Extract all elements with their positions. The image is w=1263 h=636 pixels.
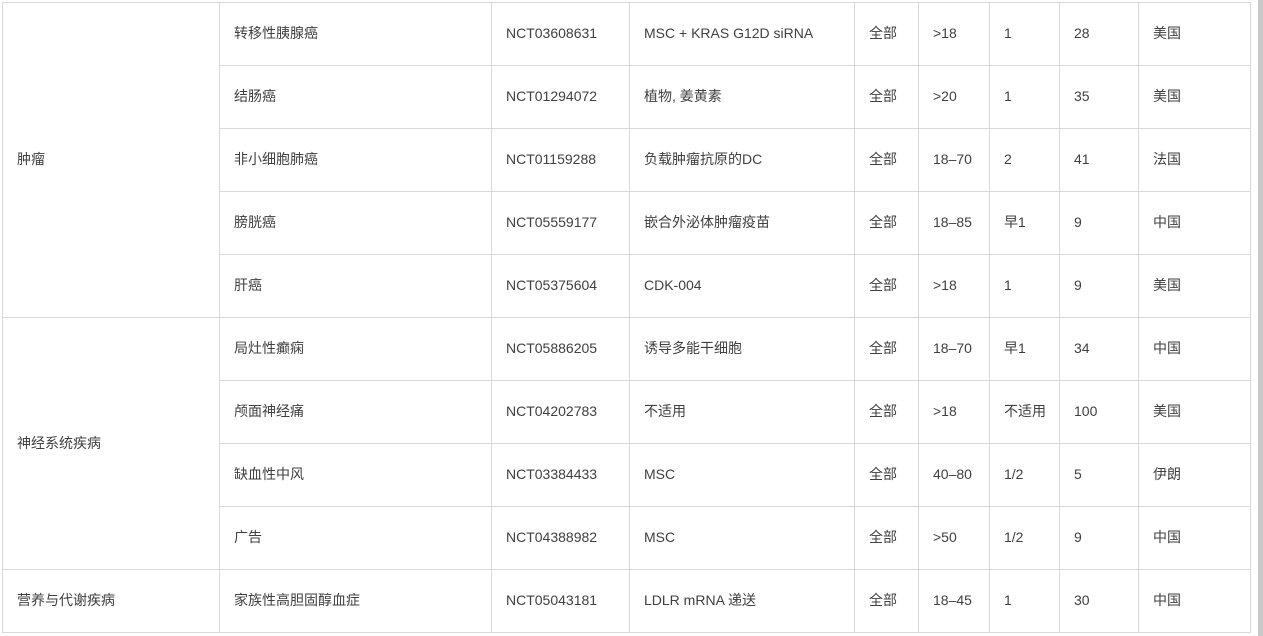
nct-id-cell: NCT04388982 (491, 506, 630, 570)
country-cell: 美国 (1138, 65, 1251, 129)
age-cell: >18 (918, 254, 990, 318)
intervention-cell: MSC (629, 506, 855, 570)
enrollment-cell: 35 (1059, 65, 1139, 129)
nct-id-cell: NCT03608631 (491, 2, 630, 66)
category-cell: 营养与代谢疾病 (2, 569, 220, 633)
table-row: 结肠癌 NCT01294072 植物, 姜黄素 全部 >20 1 35 美国 (3, 65, 1251, 129)
nct-id-cell: NCT04202783 (491, 380, 630, 444)
condition-cell: 广告 (219, 506, 492, 570)
enrollment-cell: 30 (1059, 569, 1139, 633)
nct-id-cell: NCT01159288 (491, 128, 630, 192)
intervention-cell: CDK-004 (629, 254, 855, 318)
table-row: 膀胱癌 NCT05559177 嵌合外泌体肿瘤疫苗 全部 18–85 早1 9 … (3, 191, 1251, 255)
nct-id-cell: NCT05043181 (491, 569, 630, 633)
country-cell: 中国 (1138, 506, 1251, 570)
age-cell: >50 (918, 506, 990, 570)
phase-cell: 1 (989, 569, 1060, 633)
phase-cell: 早1 (989, 191, 1060, 255)
enrollment-cell: 34 (1059, 317, 1139, 381)
age-cell: >18 (918, 380, 990, 444)
intervention-cell: 嵌合外泌体肿瘤疫苗 (629, 191, 855, 255)
phase-cell: 1/2 (989, 506, 1060, 570)
condition-cell: 缺血性中风 (219, 443, 492, 507)
phase-cell: 1/2 (989, 443, 1060, 507)
country-cell: 中国 (1138, 191, 1251, 255)
sex-cell: 全部 (854, 254, 919, 318)
nct-id-cell: NCT05559177 (491, 191, 630, 255)
sex-cell: 全部 (854, 2, 919, 66)
phase-cell: 2 (989, 128, 1060, 192)
age-cell: >18 (918, 2, 990, 66)
nct-id-cell: NCT01294072 (491, 65, 630, 129)
sex-cell: 全部 (854, 443, 919, 507)
age-cell: 18–45 (918, 569, 990, 633)
sex-cell: 全部 (854, 317, 919, 381)
sex-cell: 全部 (854, 506, 919, 570)
condition-cell: 结肠癌 (219, 65, 492, 129)
vertical-scrollbar[interactable] (1258, 0, 1263, 636)
enrollment-cell: 9 (1059, 506, 1139, 570)
age-cell: 18–70 (918, 128, 990, 192)
sex-cell: 全部 (854, 65, 919, 129)
enrollment-cell: 41 (1059, 128, 1139, 192)
sex-cell: 全部 (854, 569, 919, 633)
intervention-cell: 诱导多能干细胞 (629, 317, 855, 381)
intervention-cell: 负载肿瘤抗原的DC (629, 128, 855, 192)
table-row: 肿瘤 转移性胰腺癌 NCT03608631 MSC + KRAS G12D si… (2, 2, 1251, 318)
enrollment-cell: 5 (1059, 443, 1139, 507)
country-cell: 中国 (1138, 317, 1251, 381)
table-row: 广告 NCT04388982 MSC 全部 >50 1/2 9 中国 (3, 506, 1251, 570)
country-cell: 美国 (1138, 254, 1251, 318)
phase-cell: 不适用 (989, 380, 1060, 444)
phase-cell: 1 (989, 2, 1060, 66)
nct-id-cell: NCT05886205 (491, 317, 630, 381)
sex-cell: 全部 (854, 380, 919, 444)
condition-cell: 转移性胰腺癌 (219, 2, 492, 66)
enrollment-cell: 100 (1059, 380, 1139, 444)
intervention-cell: 植物, 姜黄素 (629, 65, 855, 129)
enrollment-cell: 28 (1059, 2, 1139, 66)
table-row: 营养与代谢疾病 家族性高胆固醇血症 NCT05043181 LDLR mRNA … (2, 569, 1251, 633)
intervention-cell: 不适用 (629, 380, 855, 444)
condition-cell: 局灶性癫痫 (219, 317, 492, 381)
age-cell: 40–80 (918, 443, 990, 507)
country-cell: 美国 (1138, 2, 1251, 66)
intervention-cell: MSC (629, 443, 855, 507)
nct-id-cell: NCT03384433 (491, 443, 630, 507)
country-cell: 中国 (1138, 569, 1251, 633)
phase-cell: 早1 (989, 317, 1060, 381)
category-cell: 肿瘤 (2, 2, 220, 318)
table-row: 肝癌 NCT05375604 CDK-004 全部 >18 1 9 美国 (3, 254, 1251, 318)
condition-cell: 颅面神经痛 (219, 380, 492, 444)
condition-cell: 非小细胞肺癌 (219, 128, 492, 192)
sex-cell: 全部 (854, 191, 919, 255)
sex-cell: 全部 (854, 128, 919, 192)
table-row: 颅面神经痛 NCT04202783 不适用 全部 >18 不适用 100 美国 (3, 380, 1251, 444)
condition-cell: 膀胱癌 (219, 191, 492, 255)
table-row: 缺血性中风 NCT03384433 MSC 全部 40–80 1/2 5 伊朗 (3, 443, 1251, 507)
phase-cell: 1 (989, 254, 1060, 318)
enrollment-cell: 9 (1059, 254, 1139, 318)
condition-cell: 肝癌 (219, 254, 492, 318)
age-cell: 18–85 (918, 191, 990, 255)
condition-cell: 家族性高胆固醇血症 (219, 569, 492, 633)
phase-cell: 1 (989, 65, 1060, 129)
age-cell: >20 (918, 65, 990, 129)
enrollment-cell: 9 (1059, 191, 1139, 255)
table-row: 神经系统疾病 局灶性癫痫 NCT05886205 诱导多能干细胞 全部 18–7… (2, 317, 1251, 570)
country-cell: 法国 (1138, 128, 1251, 192)
intervention-cell: LDLR mRNA 递送 (629, 569, 855, 633)
age-cell: 18–70 (918, 317, 990, 381)
category-cell: 神经系统疾病 (2, 317, 220, 570)
nct-id-cell: NCT05375604 (491, 254, 630, 318)
intervention-cell: MSC + KRAS G12D siRNA (629, 2, 855, 66)
country-cell: 美国 (1138, 380, 1251, 444)
country-cell: 伊朗 (1138, 443, 1251, 507)
